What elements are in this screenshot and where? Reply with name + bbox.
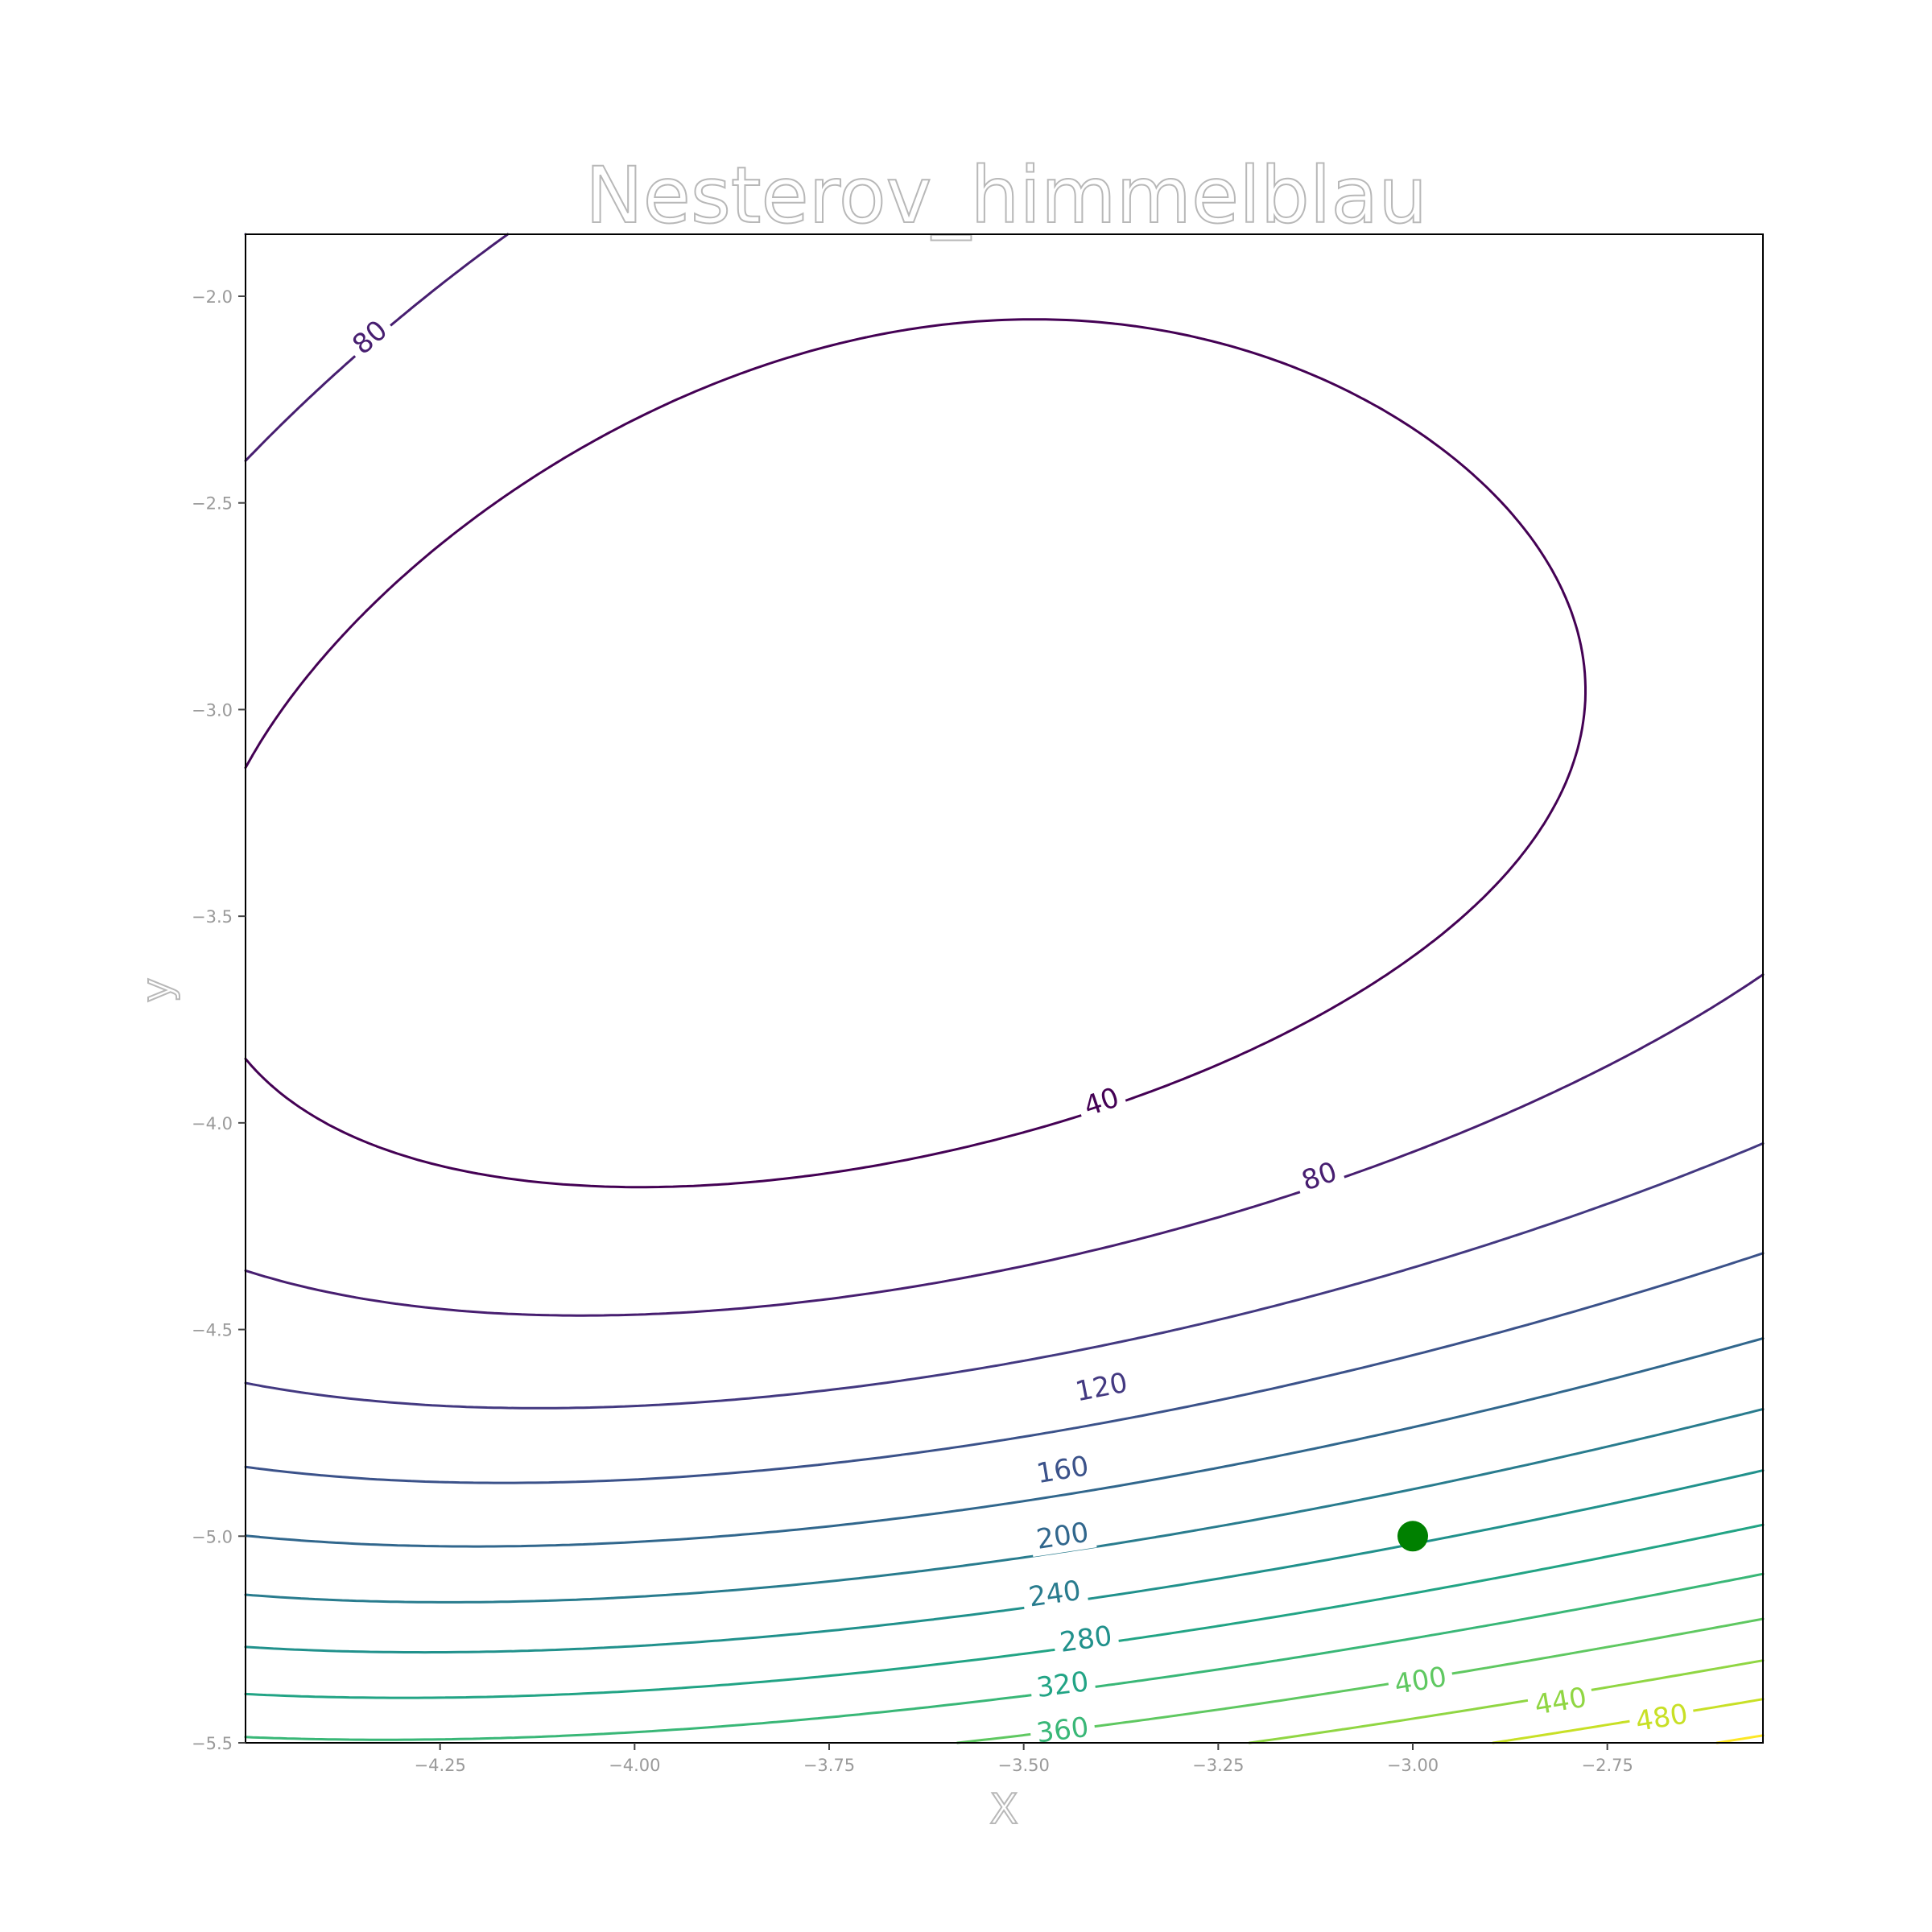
contour-line-320	[244, 1523, 1765, 1699]
contour-label: 360	[1034, 1711, 1090, 1750]
contour-label-group: 160	[1028, 1448, 1097, 1492]
x-tick-label: −3.25	[1192, 1756, 1244, 1775]
contour-label: 400	[1392, 1661, 1448, 1701]
x-tick-label: −4.25	[414, 1756, 465, 1775]
contour-label: 120	[1073, 1367, 1130, 1409]
marker-layer	[1397, 1521, 1428, 1552]
contour-label-bg	[1627, 1696, 1697, 1740]
contour-lines	[244, 233, 1765, 1744]
contour-label-bg	[1028, 1665, 1097, 1706]
y-tick-label: −5.0	[192, 1527, 233, 1546]
contour-label-bg	[1292, 1154, 1347, 1199]
contour-label-group: 440	[1525, 1680, 1596, 1723]
contour-label-group: 480	[1627, 1696, 1697, 1740]
y-tick-label: −5.5	[192, 1734, 233, 1753]
contour-label-bg	[1020, 1573, 1089, 1615]
x-axis-label: X	[989, 1785, 1018, 1834]
contour-label: 240	[1026, 1575, 1083, 1614]
contour-labels: 80 40 80 120 160 200 240 280 320 360 400 440 480	[341, 310, 1697, 1751]
plot-frame	[245, 233, 1764, 1744]
contour-label-group: 400	[1386, 1659, 1455, 1703]
y-tick-label: −2.0	[192, 287, 233, 307]
contour-label-bg	[1067, 1365, 1137, 1410]
y-tick-label: −3.0	[192, 700, 233, 720]
contour-label-group: 120	[1067, 1365, 1137, 1410]
contour-line-280	[244, 1469, 1765, 1654]
x-tick-label: −3.50	[997, 1756, 1049, 1775]
x-tick-label: −2.75	[1581, 1756, 1633, 1775]
contour-label-bg	[1525, 1680, 1596, 1723]
contour-line-200	[244, 1337, 1765, 1548]
contour-label-group: 320	[1028, 1665, 1097, 1706]
contour-line-160	[244, 1252, 1765, 1484]
contour-label-group: 40	[1074, 1079, 1129, 1125]
contour-line-40	[244, 318, 1587, 1189]
contour-line-120	[244, 233, 1765, 1410]
contour-label-group: 240	[1020, 1573, 1089, 1615]
y-tick-label: −4.5	[192, 1321, 233, 1340]
y-axis: −2.0 −2.5 −3.0 −3.5 −4.0 −4.5 −5.0 −5.5	[192, 287, 246, 1753]
y-tick-label: −2.5	[192, 494, 233, 514]
contour-line-240	[244, 1408, 1765, 1604]
y-tick-label: −4.0	[192, 1114, 233, 1133]
x-tick-label: −4.00	[609, 1756, 660, 1775]
x-tick-label: −3.75	[803, 1756, 855, 1775]
contour-label-bg	[341, 310, 398, 365]
y-axis-label: y	[133, 978, 181, 1003]
contour-label-bg	[1028, 1515, 1097, 1558]
y-tick-label: −3.5	[192, 907, 233, 927]
contour-label: 160	[1034, 1450, 1092, 1490]
contour-label-group: 80	[341, 310, 398, 365]
contour-label: 440	[1532, 1682, 1589, 1722]
chart-title: Nesterov_himmelblau	[585, 151, 1427, 241]
contour-label-bg	[1051, 1619, 1121, 1660]
contour-line-80	[244, 233, 1765, 1317]
contour-label-group: 360	[1028, 1710, 1097, 1751]
contour-label-group: 200	[1028, 1515, 1097, 1558]
contour-label-bg	[1028, 1448, 1097, 1492]
contour-line-520	[1715, 1734, 1765, 1744]
contour-label-bg	[1074, 1079, 1129, 1125]
contour-label-bg	[1386, 1659, 1455, 1703]
contour-label: 480	[1633, 1698, 1690, 1738]
contour-label-group: 280	[1051, 1619, 1121, 1660]
contour-label: 280	[1058, 1620, 1114, 1659]
x-tick-label: −3.00	[1387, 1756, 1439, 1775]
contour-label-group: 80	[1292, 1154, 1347, 1199]
contour-label: 200	[1034, 1517, 1091, 1556]
contour-line-360	[244, 1572, 1765, 1741]
x-axis: −4.25 −4.00 −3.75 −3.50 −3.25 −3.00 −2.75	[414, 1743, 1633, 1775]
contour-label-bg	[1028, 1710, 1097, 1751]
start-point-marker	[1397, 1521, 1428, 1552]
contour-label: 320	[1034, 1666, 1091, 1704]
